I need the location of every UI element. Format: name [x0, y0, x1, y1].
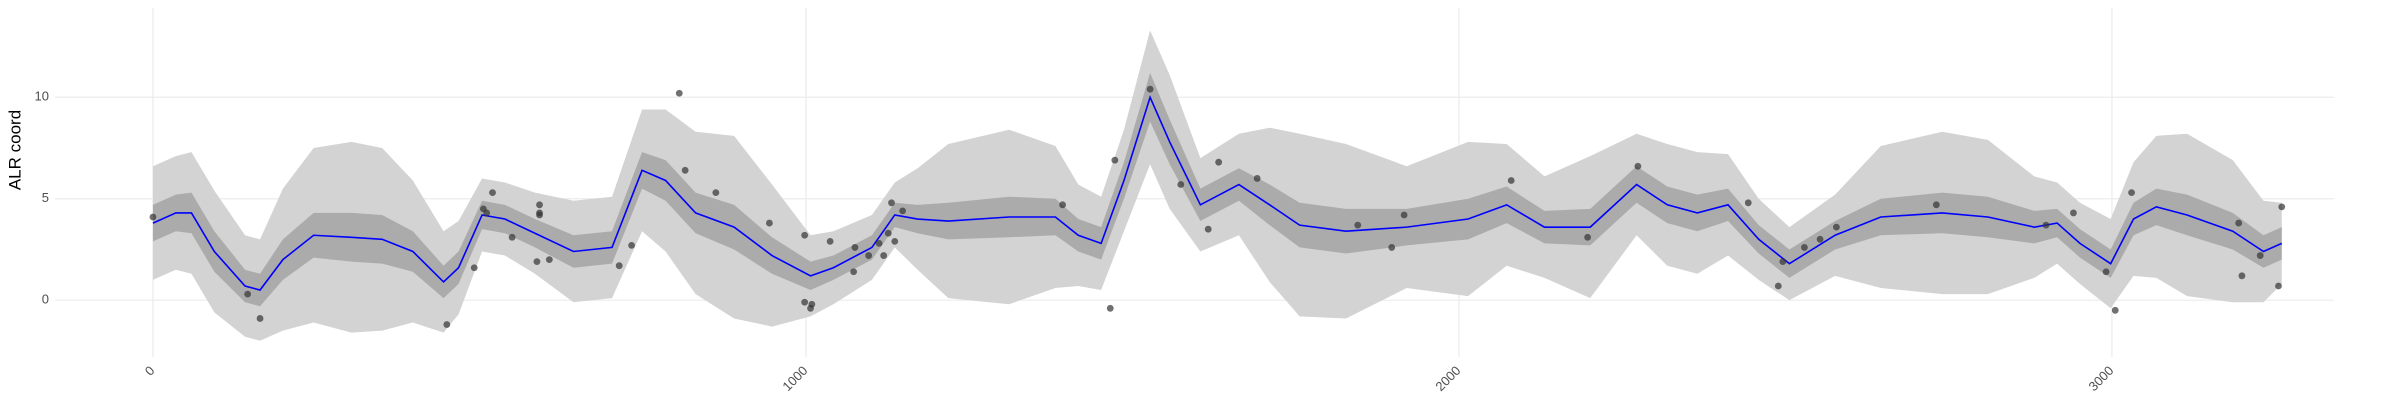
data-point: [681, 166, 689, 174]
data-point: [808, 300, 816, 308]
data-point: [1774, 282, 1782, 290]
data-point: [244, 290, 252, 298]
data-point: [2111, 306, 2119, 314]
data-point: [875, 239, 883, 247]
data-point: [1204, 225, 1212, 233]
data-point: [483, 209, 491, 217]
data-point: [865, 252, 873, 259]
data-point: [675, 89, 683, 97]
x-tick-label: 1000: [779, 363, 810, 394]
data-point: [536, 201, 543, 209]
ribbon: [152, 72, 2282, 307]
data-point: [149, 213, 157, 221]
data-point: [2256, 252, 2264, 259]
data-point: [536, 211, 543, 219]
data-point: [2278, 203, 2286, 211]
data-point: [2238, 272, 2246, 280]
data-point: [1215, 158, 1223, 166]
mean-line: [152, 95, 2283, 291]
data-point: [489, 189, 496, 197]
data-point: [1932, 201, 1940, 209]
data-point: [851, 244, 859, 251]
data-point: [1106, 304, 1114, 312]
data-point: [615, 262, 623, 270]
y-tick-label: 10: [35, 89, 49, 104]
data-point: [1816, 235, 1824, 243]
data-point: [1744, 199, 1752, 207]
data-point: [1253, 175, 1261, 182]
data-point: [1177, 181, 1185, 188]
data-point: [256, 315, 264, 322]
data-point: [545, 256, 553, 264]
data-point: [1801, 244, 1808, 251]
data-point: [891, 237, 899, 245]
data-point: [1111, 156, 1119, 164]
data-point: [888, 199, 895, 207]
data-point: [628, 242, 636, 249]
data-point: [508, 233, 516, 241]
data-point: [470, 264, 478, 272]
x-tick-label: 3000: [2085, 363, 2116, 394]
data-point: [1388, 244, 1396, 251]
data-point: [2102, 268, 2110, 276]
y-tick-label: 0: [42, 292, 49, 307]
y-axis-title: ALR coord: [5, 110, 24, 190]
data-point: [1059, 201, 1066, 209]
x-tick-label: 2000: [1432, 363, 1463, 394]
data-point: [801, 298, 809, 306]
data-point: [443, 321, 451, 328]
data-point: [884, 229, 892, 237]
data-point: [1779, 258, 1787, 266]
data-point: [1507, 177, 1515, 184]
x-tick-label: 0: [142, 363, 158, 379]
y-tick-label: 5: [42, 190, 49, 205]
data-point: [2070, 209, 2077, 217]
data-point: [850, 268, 858, 276]
data-point: [2275, 282, 2282, 290]
data-point: [533, 258, 541, 266]
data-point: [899, 207, 907, 215]
data-point: [1146, 85, 1154, 93]
data-point: [2128, 189, 2135, 197]
data-point: [1833, 223, 1840, 231]
data-point: [765, 219, 773, 227]
data-point: [2042, 221, 2050, 229]
data-point: [1634, 162, 1642, 170]
data-point: [880, 252, 888, 259]
data-point: [1400, 211, 1408, 219]
data-point: [826, 237, 834, 245]
data-point: [801, 231, 809, 239]
data-point: [2235, 219, 2243, 227]
data-point: [1584, 233, 1592, 241]
data-point: [712, 189, 720, 197]
data-point: [1354, 221, 1362, 229]
